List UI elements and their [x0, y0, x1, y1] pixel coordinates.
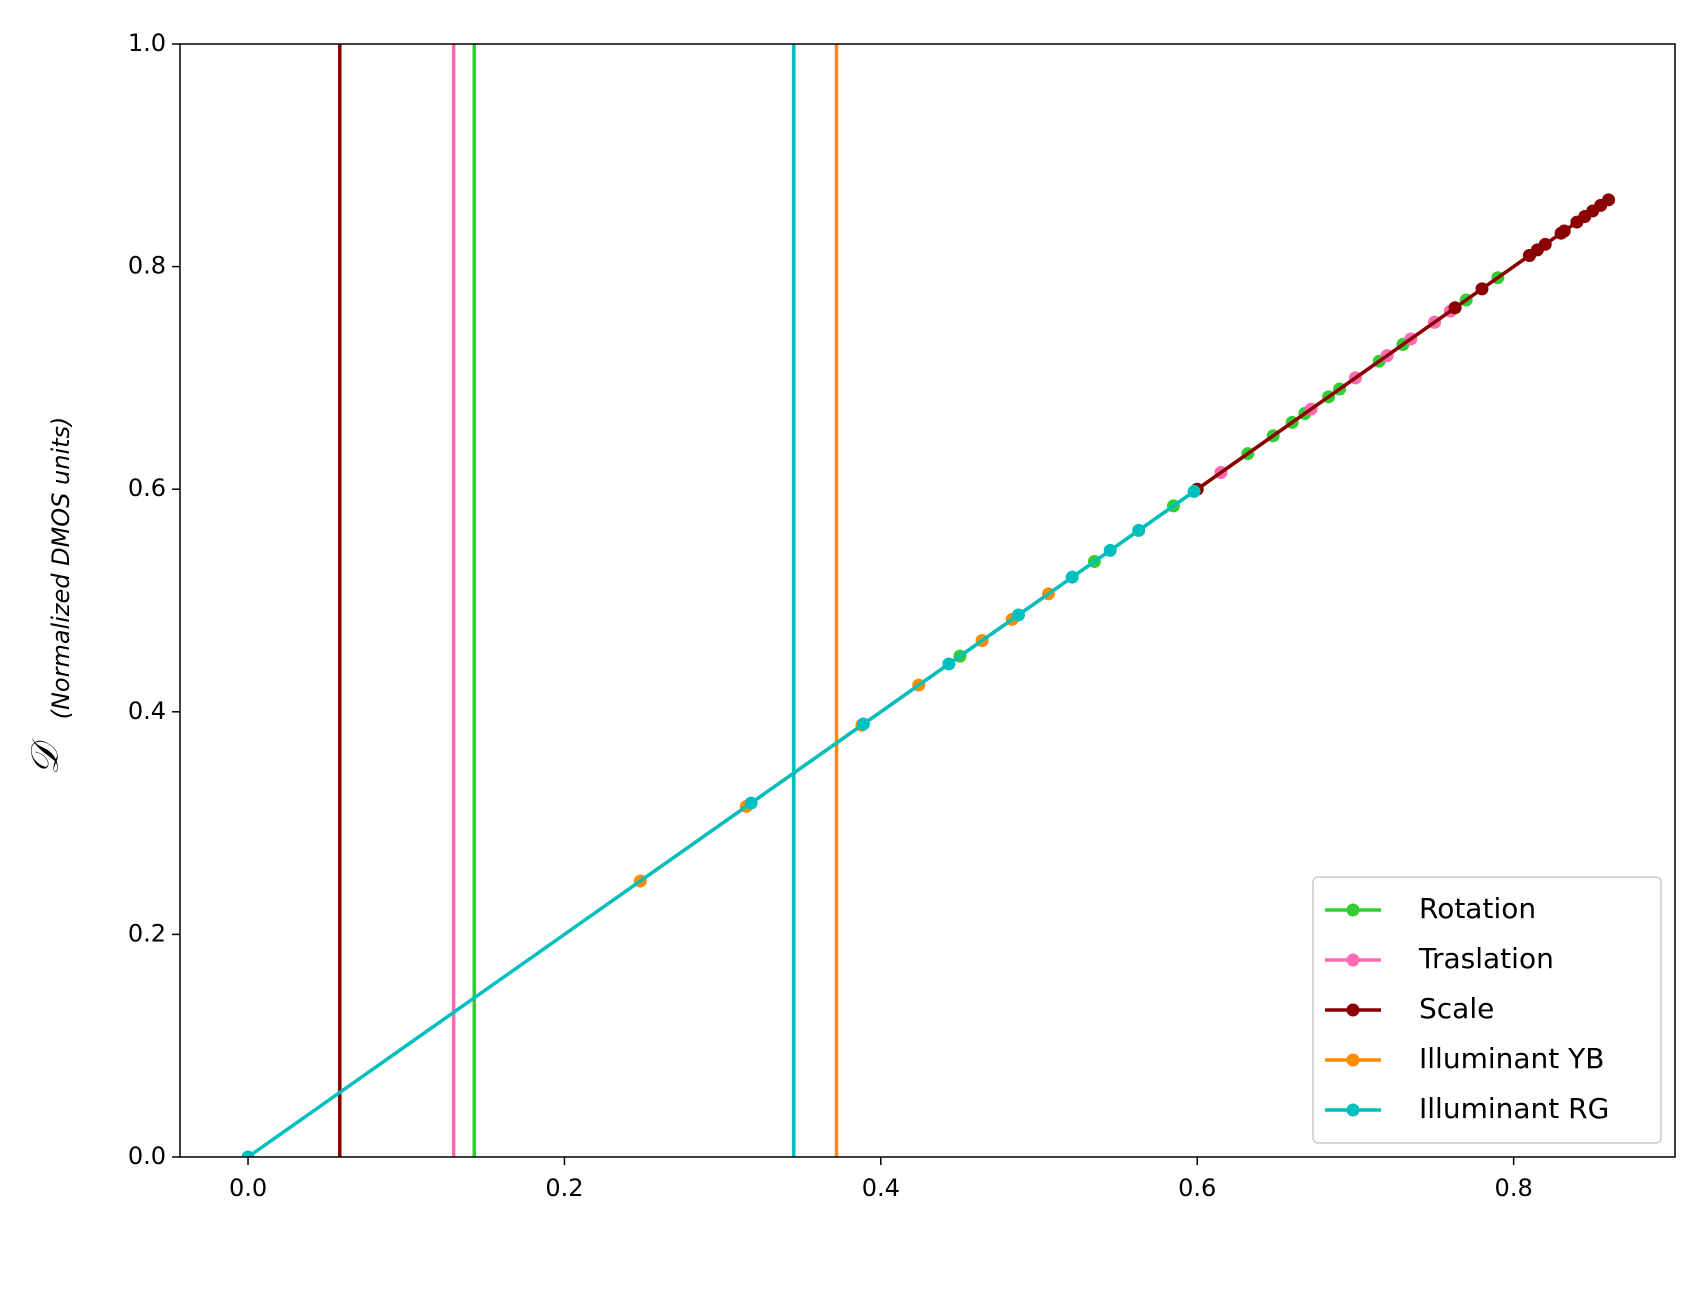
point [1065, 570, 1079, 584]
legend-label: Scale [1419, 992, 1494, 1025]
x-tick-label: 0.6 [1178, 1174, 1216, 1202]
legend-label: Rotation [1419, 892, 1536, 925]
y-tick-label: 0.2 [128, 919, 166, 947]
point [1475, 282, 1489, 296]
legend-marker [1346, 953, 1360, 967]
y-tick-label: 0.8 [128, 252, 166, 280]
y-tick-label: 0.0 [128, 1142, 166, 1170]
legend-label: Illuminant RG [1419, 1092, 1609, 1125]
x-tick-label: 0.2 [545, 1174, 583, 1202]
y-tick-label: 0.4 [128, 697, 166, 725]
point [1557, 224, 1571, 238]
point [1011, 608, 1025, 622]
point [241, 1150, 255, 1157]
point [1103, 543, 1117, 557]
x-tick-label: 0.8 [1495, 1174, 1533, 1202]
point [1602, 193, 1616, 207]
legend-box [1312, 876, 1662, 1144]
point [1187, 484, 1201, 498]
point [1132, 523, 1146, 537]
y-axis-note: (Normalized DMOS units) [47, 417, 75, 720]
y-tick-label: 1.0 [128, 29, 166, 57]
y-tick-label: 0.6 [128, 474, 166, 502]
legend-label: Illuminant YB [1419, 1042, 1604, 1075]
point [856, 717, 870, 731]
point [1538, 237, 1552, 251]
plot-frame [179, 43, 1676, 1158]
point [1448, 301, 1462, 315]
x-tick-label: 0.0 [229, 1174, 267, 1202]
x-tick-label: 0.4 [862, 1174, 900, 1202]
point [744, 796, 758, 810]
y-axis-label: 𝒟 [23, 738, 67, 775]
legend-marker [1346, 1003, 1360, 1017]
legend-marker [1346, 1103, 1360, 1117]
legend-marker [1346, 1053, 1360, 1067]
series-line [247, 489, 1196, 1157]
legend-label: Traslation [1418, 942, 1554, 975]
legend-marker [1346, 903, 1360, 917]
point [942, 657, 956, 671]
